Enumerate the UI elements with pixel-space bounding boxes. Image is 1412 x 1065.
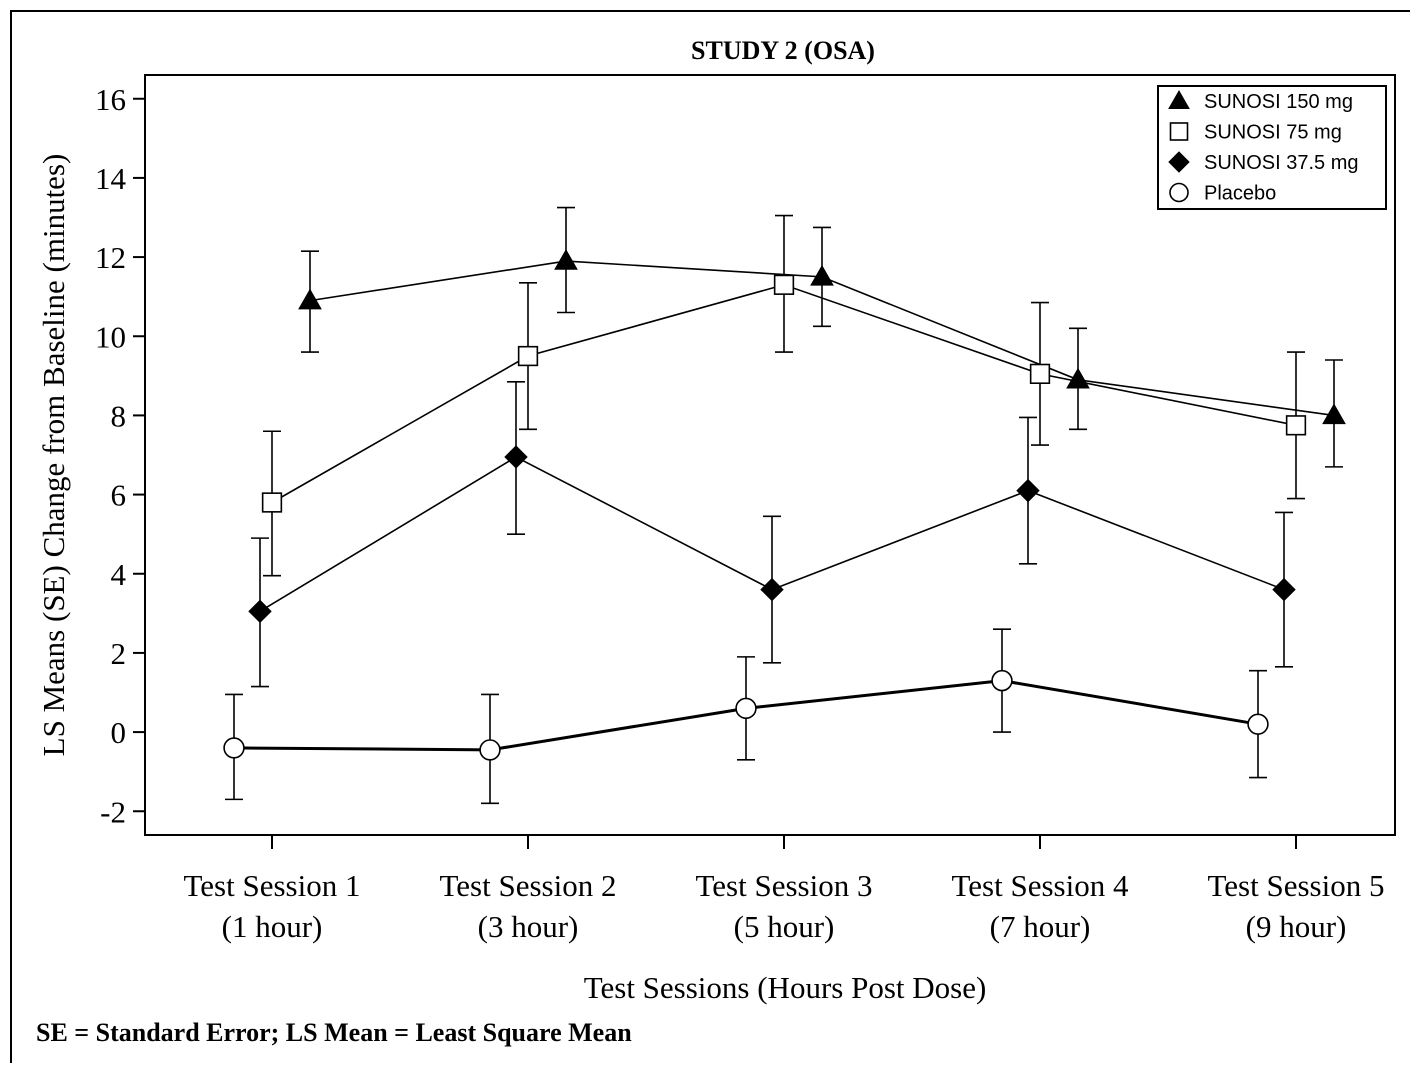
data-point [1029, 363, 1051, 385]
data-point [1247, 713, 1269, 735]
legend: SUNOSI 150 mg SUNOSI 75 mg SUNOSI 37.5 mg P… [1157, 85, 1387, 210]
y-tick-label: 2 [111, 636, 127, 671]
data-point [760, 577, 784, 602]
y-tick-label: 10 [95, 319, 126, 354]
data-point [1285, 415, 1307, 436]
data-point [773, 274, 795, 295]
data-point [223, 737, 245, 759]
legend-label: SUNOSI 75 mg [1204, 122, 1342, 144]
y-tick-label: 4 [111, 557, 127, 592]
x-tick-label: (9 hour) [1246, 909, 1347, 944]
x-tick-label: Test Session 3 [696, 868, 873, 903]
series-triangle [298, 206, 1346, 468]
data-point [1272, 577, 1296, 602]
y-tick-label: 6 [111, 478, 127, 513]
y-tick-label: 14 [95, 161, 127, 196]
x-tick-label: (1 hour) [222, 909, 323, 944]
x-tick-label: Test Session 5 [1208, 868, 1385, 903]
data-point [1322, 403, 1346, 425]
chart-title: STUDY 2 (OSA) [691, 36, 875, 65]
data-point [991, 669, 1013, 692]
series-layer [223, 206, 1346, 805]
data-point [810, 264, 834, 286]
data-point [298, 288, 322, 310]
series-circle [223, 628, 1269, 805]
x-tick-label: Test Session 1 [184, 868, 361, 903]
x-tick-label: (7 hour) [990, 909, 1091, 944]
y-axis: -2 0 2 4 6 8 10 12 14 16 [95, 82, 145, 829]
data-point [1066, 367, 1090, 389]
legend-marker-diamond [1168, 151, 1190, 173]
x-tick-label: (3 hour) [478, 909, 579, 944]
data-point [1016, 478, 1040, 503]
data-point [554, 249, 578, 270]
series-square [261, 214, 1307, 577]
y-tick-label: 16 [95, 82, 126, 117]
y-axis-label: LS Means (SE) Change from Baseline (minu… [36, 154, 71, 757]
footnote: SE = Standard Error; LS Mean = Least Squ… [36, 1018, 632, 1047]
legend-label: SUNOSI 37.5 mg [1204, 152, 1359, 174]
legend-box [1157, 85, 1387, 210]
y-tick-label: 0 [111, 715, 127, 750]
data-point [261, 492, 283, 513]
x-tick-label: (5 hour) [734, 909, 835, 944]
legend-label: Placebo [1204, 183, 1276, 205]
data-point [517, 345, 539, 367]
legend-marker-triangle [1168, 89, 1190, 109]
y-tick-label: 12 [95, 240, 126, 275]
y-tick-label: -2 [100, 794, 126, 829]
data-point [735, 697, 757, 720]
x-tick-label: Test Session 2 [440, 868, 617, 903]
x-axis: Test Session 1 (1 hour) Test Session 2 (3 h… [184, 835, 1385, 944]
legend-marker-square [1169, 122, 1189, 141]
x-tick-label: Test Session 4 [952, 868, 1129, 903]
x-axis-label: Test Sessions (Hours Post Dose) [584, 970, 987, 1005]
data-point [479, 739, 501, 761]
data-point [248, 599, 272, 624]
plot-area [144, 74, 1396, 836]
y-tick-label: 8 [111, 398, 127, 433]
figure-frame [10, 10, 1410, 1063]
legend-label: SUNOSI 150 mg [1204, 91, 1353, 113]
data-point [504, 445, 528, 469]
legend-marker-circle [1169, 182, 1189, 203]
series-diamond [248, 380, 1296, 688]
